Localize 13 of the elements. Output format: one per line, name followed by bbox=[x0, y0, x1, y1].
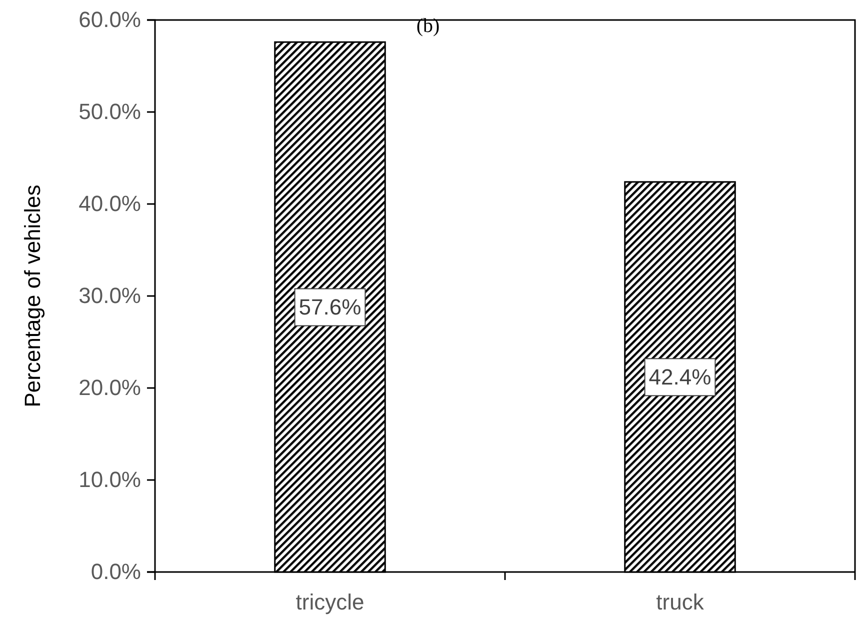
y-axis-title: Percentage of vehicles bbox=[20, 184, 45, 408]
y-tick-label: 40.0% bbox=[78, 191, 141, 216]
y-tick-label: 60.0% bbox=[78, 7, 141, 32]
x-tick-label: truck bbox=[656, 590, 705, 615]
x-tick-label: tricycle bbox=[296, 590, 364, 615]
y-tick-label: 50.0% bbox=[78, 99, 141, 124]
y-tick-label: 30.0% bbox=[78, 283, 141, 308]
data-label: 42.4% bbox=[648, 364, 712, 390]
data-label: 57.6% bbox=[298, 294, 362, 320]
y-tick-label: 10.0% bbox=[78, 467, 141, 492]
chart-title: (b) bbox=[416, 15, 440, 37]
y-tick-label: 20.0% bbox=[78, 375, 141, 400]
y-tick-label: 0.0% bbox=[90, 559, 141, 584]
